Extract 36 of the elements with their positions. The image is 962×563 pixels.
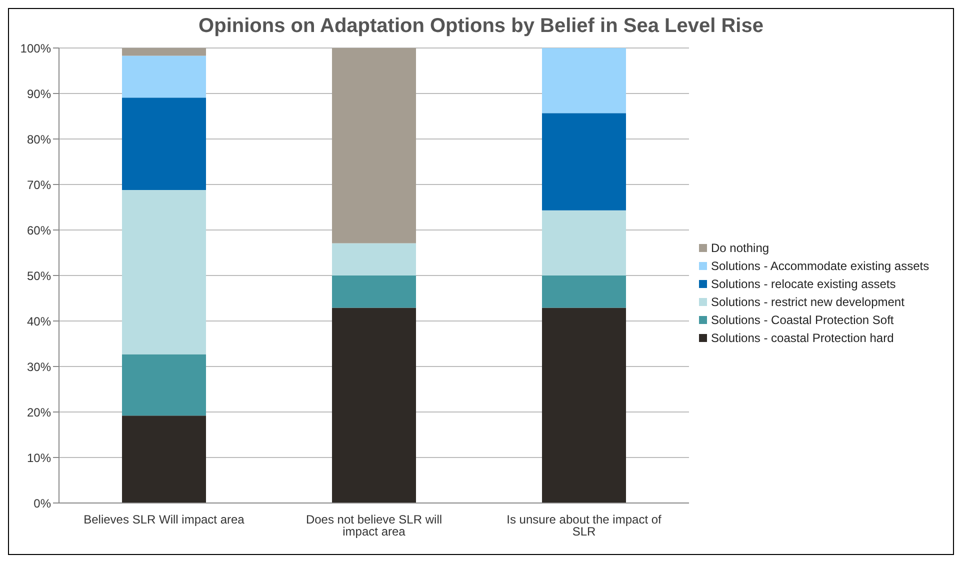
- bar: [122, 98, 206, 190]
- y-tick-label: 100%: [20, 41, 52, 56]
- bar: [542, 276, 626, 308]
- legend-label: Solutions - coastal Protection hard: [711, 331, 894, 345]
- bar: [542, 48, 626, 114]
- bar: [122, 48, 206, 56]
- legend-label: Solutions - relocate existing assets: [711, 277, 896, 291]
- y-tick-label: 30%: [26, 360, 52, 374]
- bar: [332, 308, 416, 503]
- bar: [122, 56, 206, 98]
- bar: [332, 48, 416, 244]
- y-tick-label: 70%: [26, 178, 52, 192]
- chart-title: Opinions on Adaptation Options by Belief in Sea Level Rise: [198, 15, 764, 38]
- y-tick-label: 80%: [26, 132, 52, 146]
- y-tick-label: 10%: [26, 450, 52, 465]
- legend-label: Solutions - restrict new development: [711, 295, 904, 309]
- x-tick-label: Is unsure about the impact of SLR: [506, 512, 662, 539]
- bar: [542, 113, 626, 210]
- y-tick-label: 50%: [26, 268, 52, 283]
- y-tick-label: 90%: [26, 86, 52, 101]
- bar: [332, 276, 416, 308]
- x-tick-label: Does not believe SLR will impact area: [306, 512, 442, 539]
- y-tick-label: 60%: [26, 223, 52, 238]
- legend-label: Solutions - Coastal Protection Soft: [711, 313, 894, 327]
- bar: [332, 243, 416, 276]
- y-tick-label: 20%: [26, 405, 52, 420]
- bar: [122, 190, 206, 354]
- y-tick-label: 0%: [34, 496, 52, 510]
- x-tick-label: Believes SLR Will impact area: [84, 512, 245, 527]
- bar: [542, 210, 626, 276]
- y-tick-label: 40%: [26, 314, 52, 328]
- legend-label: Do nothing: [711, 241, 770, 255]
- bar: [122, 354, 206, 416]
- bar: [542, 308, 626, 503]
- bar: [122, 416, 206, 503]
- legend-label: Solutions - Accommodate existing assets: [711, 259, 930, 273]
